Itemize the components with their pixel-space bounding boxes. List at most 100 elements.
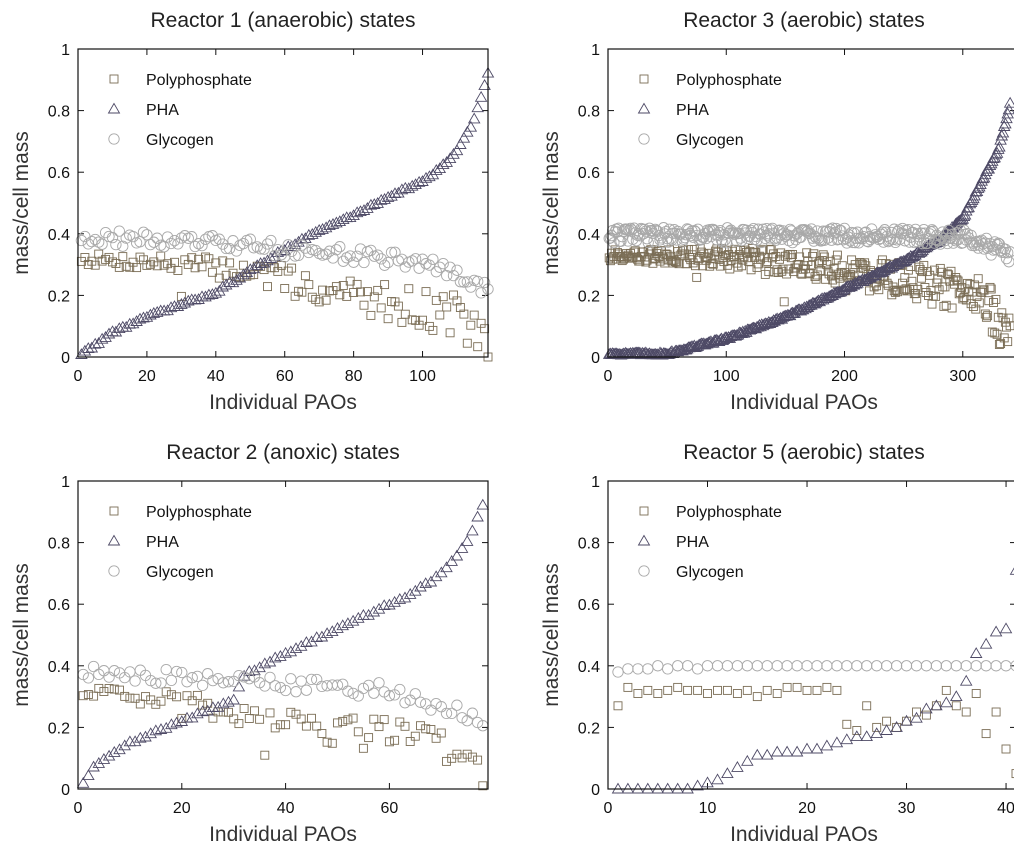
data-point [464, 120, 478, 132]
data-marks [602, 96, 1014, 360]
y-tick-label: 1 [61, 42, 70, 59]
data-point [101, 254, 111, 264]
data-point [991, 294, 1001, 304]
data-point [134, 731, 147, 743]
data-point [139, 255, 148, 265]
data-point [436, 158, 450, 170]
data-point [781, 660, 793, 672]
data-point [478, 276, 491, 289]
data-point [867, 269, 881, 281]
data-point [476, 318, 486, 328]
data-point [240, 266, 254, 278]
data-point [811, 660, 823, 672]
data-point [871, 660, 883, 672]
y-axis-label: mass/cell mass [10, 563, 33, 707]
data-point [264, 671, 276, 684]
data-point [96, 238, 108, 250]
legend-marker [637, 534, 651, 546]
chart-title: Reactor 5 (aerobic) states [683, 441, 925, 464]
data-point [990, 660, 1002, 672]
data-point [165, 718, 178, 730]
data-point [284, 645, 298, 657]
data-point [344, 250, 356, 262]
data-point [158, 241, 170, 253]
data-point [818, 250, 828, 260]
data-point [261, 238, 274, 250]
x-tick-label: 80 [345, 368, 363, 385]
data-point [362, 608, 375, 620]
data-point [94, 683, 104, 693]
data-point [264, 252, 278, 263]
data-point [224, 707, 233, 717]
data-point [736, 246, 745, 255]
data-point [762, 685, 772, 695]
data-point [623, 682, 633, 692]
data-point [981, 729, 991, 739]
data-point [641, 782, 655, 794]
data-point [196, 679, 209, 692]
data-point [930, 660, 943, 672]
data-point [974, 298, 984, 308]
chart-panel-4: Reactor 5 (aerobic) states Individual PAO… [540, 441, 1014, 846]
data-point [430, 164, 443, 175]
legend-entry: PHA [676, 102, 709, 119]
data-point [393, 301, 403, 311]
y-tick-label: 0.6 [578, 165, 600, 182]
data-point [222, 676, 235, 688]
data-point [362, 287, 372, 297]
data-point [908, 283, 918, 293]
data-point [642, 236, 654, 249]
data-point [811, 225, 823, 237]
data-point [234, 719, 244, 729]
data-point [649, 223, 661, 236]
data-point [346, 614, 360, 626]
data-point [937, 267, 946, 277]
data-point [691, 663, 704, 675]
data-point [468, 274, 480, 287]
data-point [384, 737, 394, 747]
data-point [663, 223, 676, 235]
data-point [269, 680, 281, 692]
data-point [728, 228, 741, 241]
plot-frame [607, 480, 1014, 790]
series-pha [602, 96, 1014, 360]
chart-panel-3: Reactor 2 (anoxic) states Individual PAOs… [10, 441, 490, 846]
data-point [1005, 321, 1014, 331]
data-point [372, 249, 384, 261]
data-point [979, 637, 993, 649]
data-point [404, 284, 414, 294]
data-point [289, 642, 303, 654]
data-point [800, 742, 814, 754]
legend-marker [109, 74, 119, 84]
data-point [176, 666, 188, 679]
data-point [919, 260, 929, 270]
data-point [466, 707, 479, 719]
data-point [176, 291, 186, 301]
data-marks [76, 498, 490, 791]
x-tick-label: 200 [831, 368, 858, 385]
data-point [454, 276, 467, 288]
data-point [94, 249, 104, 259]
data-point [711, 660, 724, 672]
data-point [662, 236, 674, 248]
data-point [874, 285, 884, 295]
data-point [135, 252, 145, 262]
legend-marker [639, 506, 649, 516]
data-point [159, 721, 173, 733]
x-tick-label: 60 [276, 368, 294, 385]
data-point [455, 303, 465, 312]
data-point [283, 266, 293, 276]
data-point [920, 660, 933, 672]
data-point [990, 328, 1000, 338]
data-point [170, 665, 183, 678]
data-point [319, 221, 333, 233]
data-point [843, 229, 855, 241]
data-point [962, 201, 975, 213]
y-tick-label: 0.6 [578, 597, 600, 614]
data-point [353, 727, 363, 737]
data-point [979, 285, 989, 295]
data-point [473, 342, 483, 352]
y-tick-label: 0.4 [578, 227, 600, 244]
y-tick-label: 0.8 [48, 104, 70, 121]
data-point [314, 297, 324, 307]
